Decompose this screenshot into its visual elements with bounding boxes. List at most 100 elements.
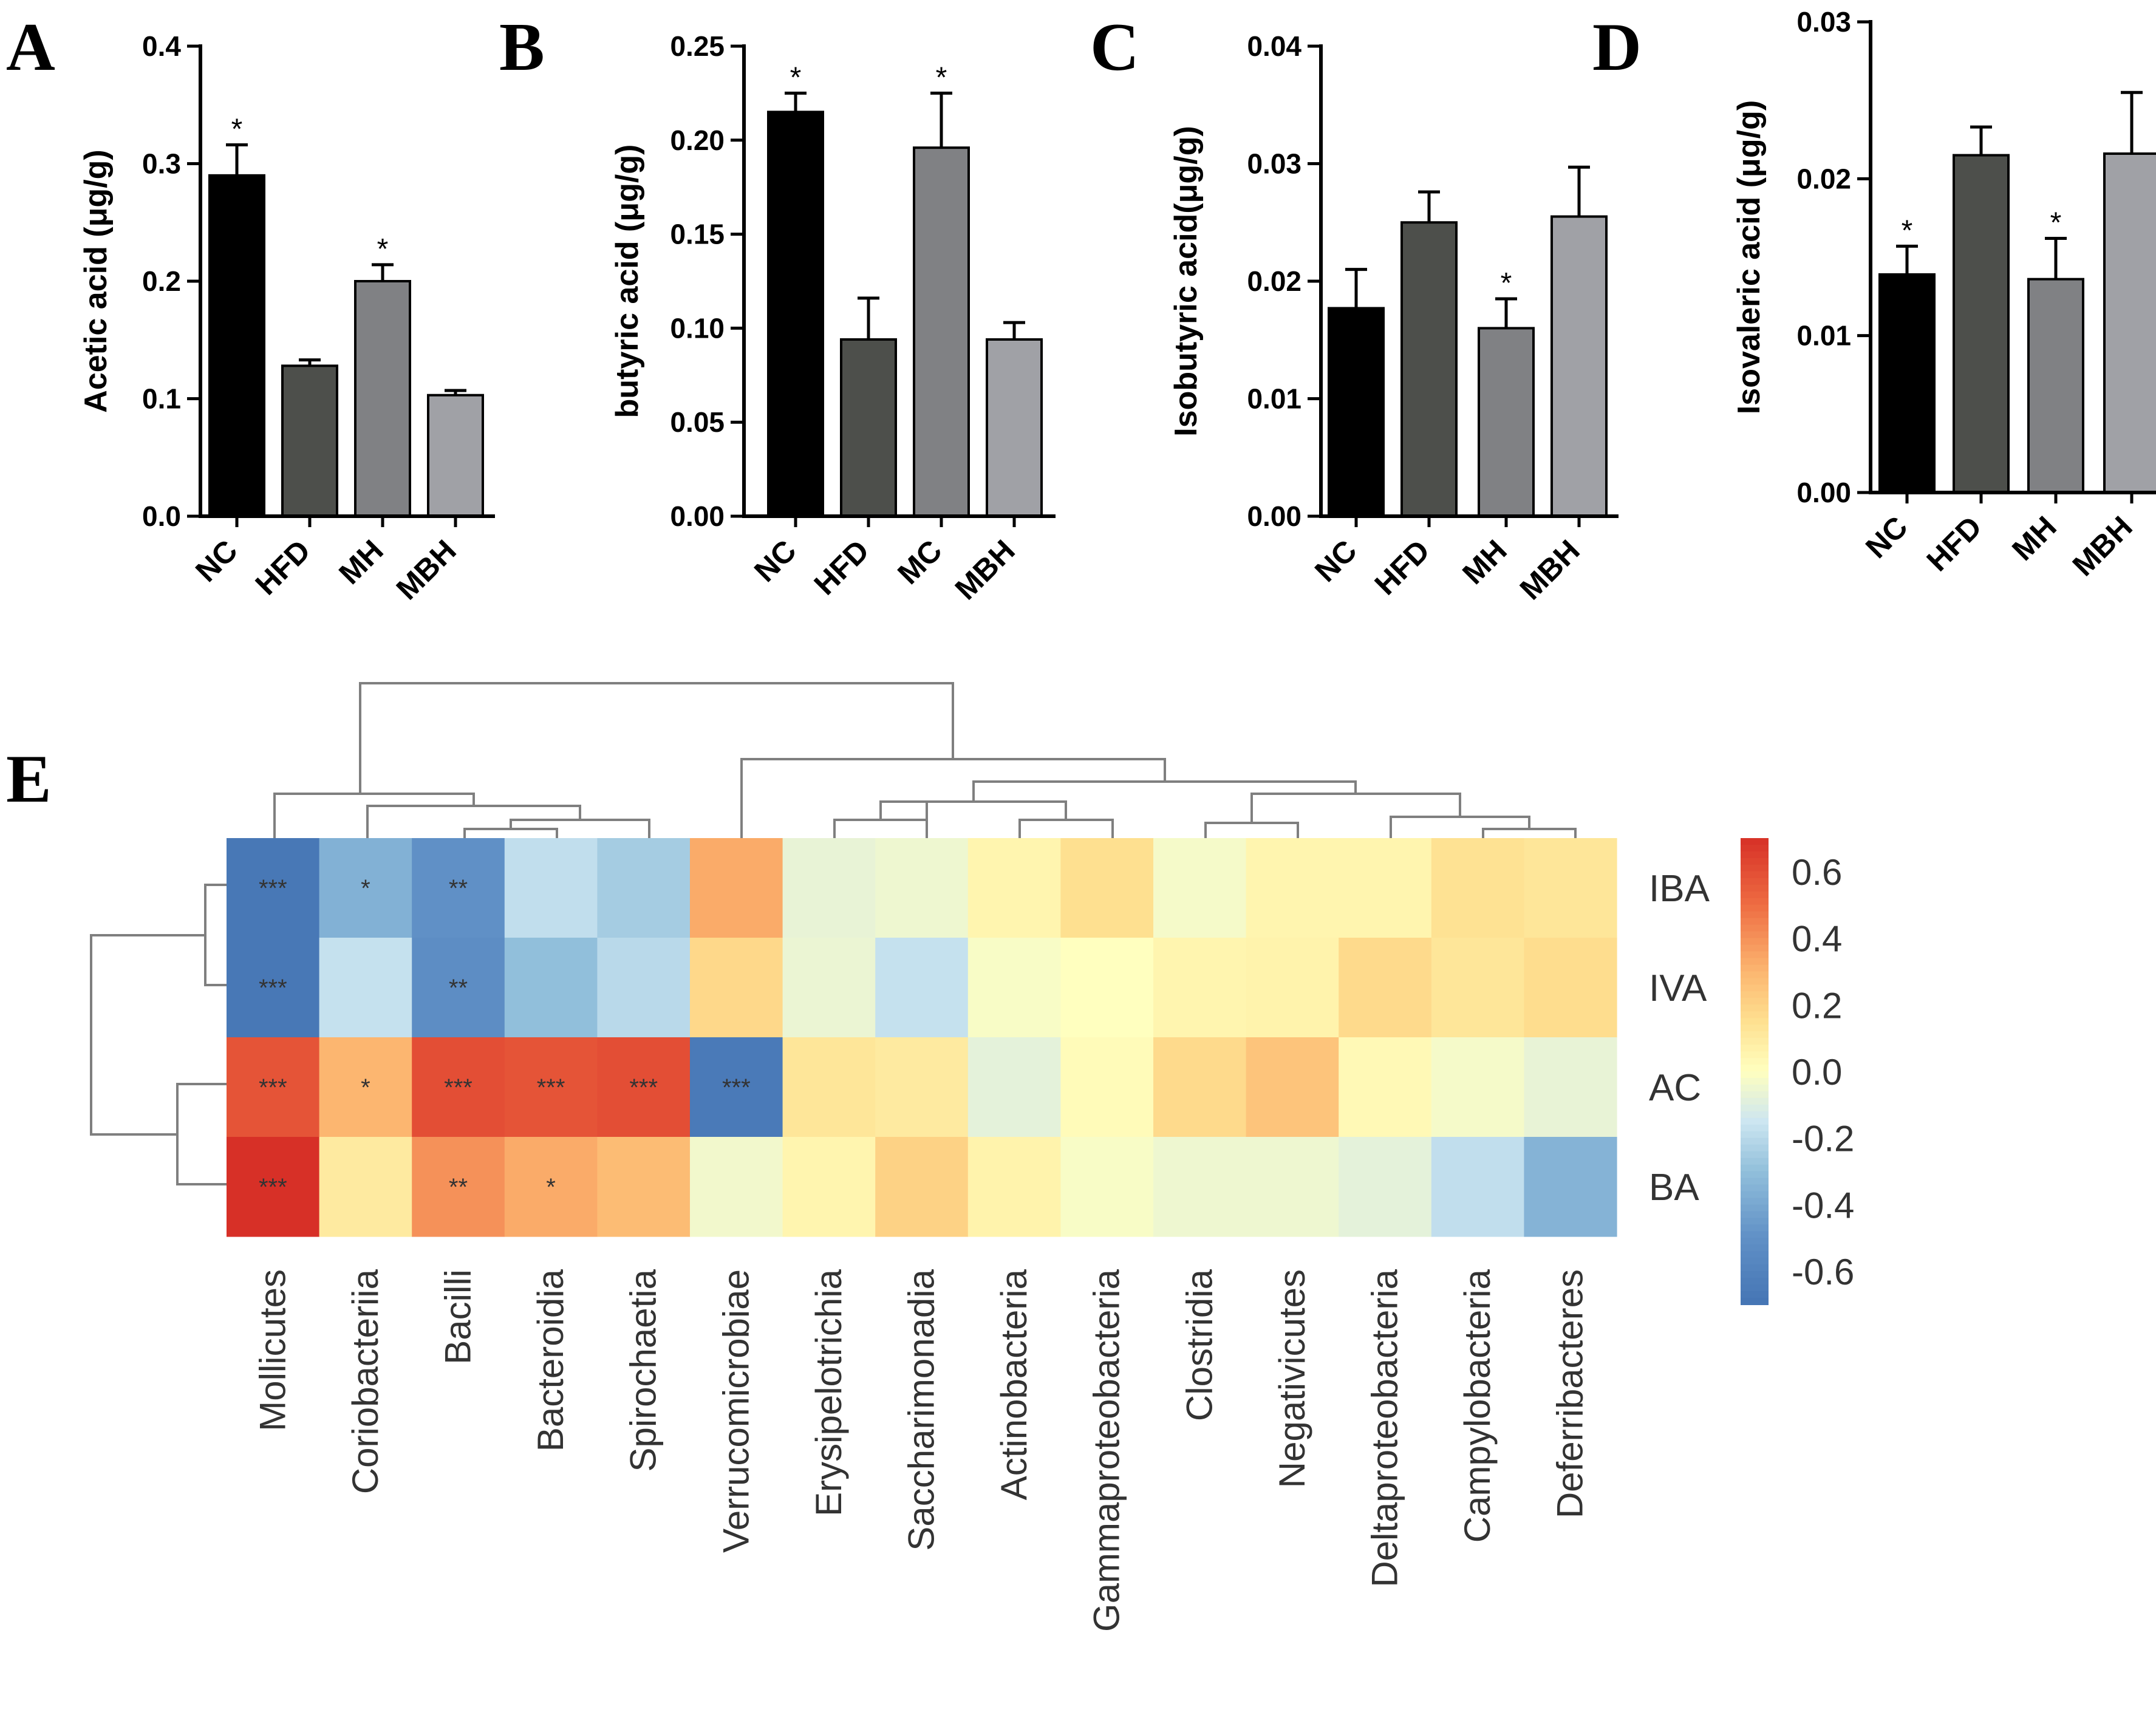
heatmap-cell-iva-erysipelotrichia xyxy=(782,938,876,1038)
colorbar-segment xyxy=(1741,911,1769,919)
heatmap-cell-ac-erysipelotrichia xyxy=(782,1037,876,1137)
colorbar-segment xyxy=(1741,1111,1769,1119)
significance-star-nc: * xyxy=(1902,214,1913,247)
y-axis-label: Isovaleric acid (μg/g) xyxy=(1731,100,1767,414)
column-label-mollicutes: Mollicutes xyxy=(252,1269,293,1431)
significance-star-ba-bacilli: ** xyxy=(449,1174,468,1201)
heatmap-cell-ac-saccharimonadia xyxy=(875,1037,969,1137)
colorbar-segment xyxy=(1741,971,1769,979)
colorbar-segment xyxy=(1741,1171,1769,1179)
colorbar-segment xyxy=(1741,1184,1769,1192)
significance-star-ac-bacteroidia: *** xyxy=(537,1074,565,1101)
colorbar-segment xyxy=(1741,878,1769,885)
colorbar-segment xyxy=(1741,1271,1769,1279)
bar-mh xyxy=(354,280,411,517)
heatmap-cell-ba-actinobacteria xyxy=(967,1137,1061,1237)
heatmap-cell-iba-coriobacteriia xyxy=(319,838,412,938)
colorbar-segment xyxy=(1741,1011,1769,1019)
significance-star-iba-mollicutes: *** xyxy=(259,875,287,902)
panel-letter-c: C xyxy=(1090,10,1139,85)
heatmap-cell-ba-erysipelotrichia xyxy=(782,1137,876,1237)
y-tick-label-1: 0.05 xyxy=(670,406,725,438)
x-tick-label-hfd: HFD xyxy=(249,533,317,601)
significance-star-ac-coriobacteriia: * xyxy=(361,1074,370,1101)
heatmap-cell-iba-bacilli xyxy=(412,838,505,938)
heatmap-cell-iva-bacteroidia xyxy=(504,938,598,1038)
bar-mbh xyxy=(2103,152,2156,494)
row-dendrogram xyxy=(90,884,227,1185)
colorbar-segment xyxy=(1741,858,1769,865)
colorbar-segment xyxy=(1741,924,1769,932)
colorbar-segment xyxy=(1741,1038,1769,1046)
colorbar-segment xyxy=(1741,1151,1769,1159)
heatmap-cell-ac-verrucomicrobiae xyxy=(690,1037,783,1137)
colorbar-segment xyxy=(1741,1284,1769,1292)
heatmap-cell-iba-deltaproteobacteria xyxy=(1339,838,1432,938)
bar-mc xyxy=(913,146,970,517)
y-tick-label-0: 0.00 xyxy=(670,500,725,532)
heatmap-cell-ba-verrucomicrobiae xyxy=(690,1137,783,1237)
significance-star-iba-bacilli: ** xyxy=(449,875,468,902)
heatmap-cell-ba-coriobacteriia xyxy=(319,1137,412,1237)
heatmap-cell-iva-spirochaetia xyxy=(597,938,691,1038)
colorbar-segment xyxy=(1741,1077,1769,1085)
panel-letter-b: B xyxy=(499,10,545,85)
y-axis-label: Isobutyric acid(μg/g) xyxy=(1168,126,1204,436)
x-tick-label-nc: NC xyxy=(1859,510,1914,565)
column-label-gammaproteobacteria: Gammaproteobacteria xyxy=(1087,1269,1127,1632)
y-tick-label-2: 0.02 xyxy=(1796,163,1851,194)
colorbar-segment xyxy=(1741,951,1769,959)
column-label-negativicutes: Negativicutes xyxy=(1272,1269,1312,1488)
x-tick-label-mbh: MBH xyxy=(949,533,1022,606)
bar-nc xyxy=(1328,307,1385,517)
colorbar-segment xyxy=(1741,1051,1769,1059)
colorbar-segment xyxy=(1741,1065,1769,1072)
x-tick-label-hfd: HFD xyxy=(808,533,876,601)
colorbar-segment xyxy=(1741,938,1769,946)
heatmap-cell-iba-saccharimonadia xyxy=(875,838,969,938)
colorbar-segment xyxy=(1741,838,1769,845)
bar-mh xyxy=(1478,327,1535,518)
colorbar-segment xyxy=(1741,978,1769,986)
heatmap-cell-ba-bacilli xyxy=(412,1137,505,1237)
colorbar-segment xyxy=(1741,1264,1769,1272)
colorbar-tick-label-5: -0.4 xyxy=(1792,1185,1854,1226)
heatmap-cell-iba-spirochaetia xyxy=(597,838,691,938)
colorbar-segment xyxy=(1741,984,1769,992)
colorbar-segment xyxy=(1741,1298,1769,1305)
y-tick-label-2: 0.02 xyxy=(1247,265,1301,297)
panel-letter-d: D xyxy=(1592,10,1642,85)
heatmap-cell-ac-bacilli xyxy=(412,1037,505,1137)
heatmap-cell-iva-deferribacteres xyxy=(1524,938,1617,1038)
colorbar-segment xyxy=(1741,1291,1769,1299)
panel-letter-e: E xyxy=(6,742,52,817)
colorbar-segment xyxy=(1741,1251,1769,1259)
colorbar-segment xyxy=(1741,1031,1769,1039)
colorbar-segment xyxy=(1741,944,1769,952)
heatmap-cell-iba-clostridia xyxy=(1153,838,1247,938)
significance-star-mh: * xyxy=(377,233,389,265)
row-label-iba: IBA xyxy=(1649,868,1710,910)
significance-star-ac-spirochaetia: *** xyxy=(629,1074,658,1101)
heatmap-cell-iba-actinobacteria xyxy=(967,838,1061,938)
y-tick-label-4: 0.20 xyxy=(670,124,725,156)
column-label-bacilli: Bacilli xyxy=(438,1269,479,1365)
heatmap-cell-ba-spirochaetia xyxy=(597,1137,691,1237)
colorbar-segment xyxy=(1741,1224,1769,1232)
colorbar-segment xyxy=(1741,1178,1769,1185)
heatmap-cell-ac-deferribacteres xyxy=(1524,1037,1617,1137)
significance-star-ba-bacteroidia: * xyxy=(546,1174,556,1201)
column-label-erysipelotrichia: Erysipelotrichia xyxy=(808,1269,849,1516)
column-label-campylobacteria: Campylobacteria xyxy=(1457,1269,1498,1543)
x-tick-label-mbh: MBH xyxy=(390,533,463,606)
heatmap-cell-iba-deferribacteres xyxy=(1524,838,1617,938)
bar-nc xyxy=(208,174,265,518)
significance-star-nc: * xyxy=(790,61,802,94)
colorbar-segment xyxy=(1741,1104,1769,1112)
heatmap-cell-ac-clostridia xyxy=(1153,1037,1247,1137)
x-tick-label-hfd: HFD xyxy=(1368,533,1436,601)
heatmap-cell-iva-campylobacteria xyxy=(1431,938,1524,1038)
bar-mbh xyxy=(1550,215,1608,517)
x-tick-label-mh: MH xyxy=(1456,533,1513,591)
x-tick-label-mbh: MBH xyxy=(1513,533,1586,606)
